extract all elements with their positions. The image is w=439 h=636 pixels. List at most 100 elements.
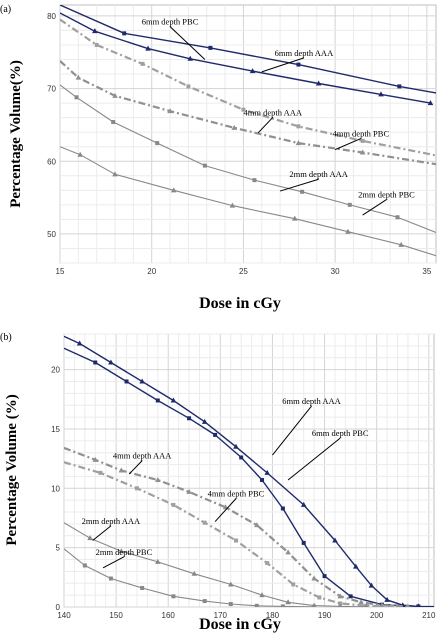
- data-point: [171, 502, 176, 507]
- annotation-label: 6mm depth PBC: [312, 428, 369, 438]
- data-point: [390, 604, 395, 607]
- series-line: [60, 60, 436, 166]
- data-point: [239, 455, 244, 460]
- data-point: [397, 84, 402, 89]
- data-point: [395, 215, 400, 220]
- data-point: [94, 42, 99, 47]
- annotation-label: 2mm depth AAA: [82, 516, 141, 526]
- series-2mm-depth-aaa: [60, 146, 436, 257]
- x-tick-label: 30: [331, 267, 340, 276]
- data-point: [155, 558, 161, 564]
- data-point: [312, 604, 317, 607]
- panel-a: (a) 15 20 25 30 35 50 60 70 80 Dose in cGy Percenta…: [0, 4, 437, 312]
- series-line: [64, 461, 393, 607]
- data-point: [191, 570, 198, 576]
- annotation-leader: [334, 138, 361, 151]
- series-6mm-depth-aaa: [64, 335, 434, 607]
- data-point: [155, 476, 161, 482]
- data-point: [348, 594, 353, 599]
- annotation-leader: [92, 525, 112, 541]
- data-point: [76, 340, 83, 346]
- data-point: [315, 80, 322, 86]
- data-point: [285, 549, 291, 555]
- annotation-label: 4mm depth PBC: [332, 129, 389, 139]
- data-point: [338, 603, 343, 607]
- data-point: [360, 138, 365, 143]
- series-2mm-depth-pbc: [60, 84, 436, 234]
- data-point: [111, 120, 116, 125]
- y-tick-label: 70: [47, 85, 56, 94]
- series-2mm-depth-pbc: [64, 548, 317, 607]
- data-point: [87, 535, 93, 541]
- data-point: [167, 108, 173, 114]
- data-point: [186, 488, 192, 494]
- data-point: [345, 228, 351, 234]
- annotation-leader: [102, 556, 125, 569]
- x-tick-label: 150: [109, 611, 123, 620]
- x-tick-label: 180: [266, 611, 280, 620]
- series-line: [64, 335, 434, 607]
- data-point: [145, 45, 151, 51]
- x-tick-label: 35: [422, 267, 431, 276]
- data-point: [134, 486, 139, 491]
- x-tick-label: 20: [147, 267, 156, 276]
- annotation-label: 6mm depth PBC: [142, 17, 199, 27]
- x-tick-label: 160: [162, 611, 176, 620]
- data-point: [108, 359, 114, 365]
- y-tick-label: 10: [51, 484, 60, 493]
- data-point: [213, 432, 218, 437]
- data-point: [280, 604, 285, 607]
- data-point: [202, 163, 207, 168]
- plot-area: [63, 333, 435, 608]
- data-point: [122, 31, 127, 36]
- data-point: [186, 84, 191, 89]
- data-point: [208, 45, 213, 50]
- data-point: [98, 470, 103, 475]
- data-point: [170, 397, 177, 403]
- series-6mm-depth-aaa: [60, 12, 434, 106]
- data-point: [359, 149, 366, 155]
- x-tick-label: 190: [318, 611, 332, 620]
- data-point: [285, 599, 291, 605]
- y-tick-label: 50: [47, 230, 56, 239]
- data-point: [139, 378, 145, 384]
- data-point: [74, 95, 79, 100]
- data-point: [112, 171, 118, 177]
- x-tick-label: 210: [422, 611, 436, 620]
- annotation-leader: [257, 117, 274, 134]
- data-point: [140, 61, 145, 66]
- series-4mm-depth-aaa: [60, 60, 436, 166]
- series-4mm-depth-pbc: [60, 18, 436, 157]
- x-tick-label: 170: [214, 611, 228, 620]
- data-point: [300, 501, 307, 507]
- data-point: [280, 506, 285, 511]
- data-point: [140, 586, 145, 591]
- data-point: [92, 456, 99, 462]
- plot-area: [59, 4, 437, 264]
- data-point: [416, 604, 421, 607]
- data-point: [93, 360, 98, 365]
- data-point: [108, 576, 113, 581]
- annotation-leader: [287, 437, 341, 481]
- data-point: [201, 418, 208, 424]
- data-point: [300, 189, 305, 194]
- annotation-label: 2mm depth PBC: [358, 190, 415, 200]
- data-point: [233, 443, 239, 449]
- data-point: [118, 467, 125, 473]
- data-point: [124, 379, 129, 384]
- annotation-label: 6mm depth AAA: [282, 396, 341, 406]
- data-point: [118, 548, 125, 554]
- y-axis-title: Percentage Volume(%): [8, 60, 24, 208]
- data-point: [252, 178, 257, 183]
- data-point: [231, 124, 238, 130]
- data-point: [254, 522, 260, 528]
- series-line: [64, 347, 419, 607]
- data-point: [241, 107, 246, 112]
- data-point: [171, 594, 176, 599]
- data-point: [291, 582, 296, 587]
- series-line: [60, 5, 436, 94]
- data-point: [254, 603, 259, 607]
- annotation-label: 2mm depth PBC: [96, 547, 153, 557]
- data-point: [364, 603, 369, 607]
